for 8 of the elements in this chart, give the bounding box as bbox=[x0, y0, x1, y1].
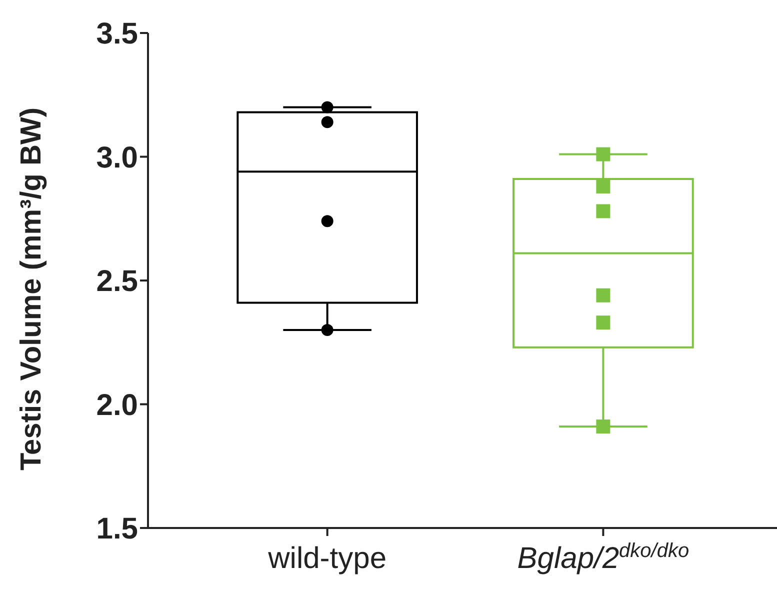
x-tick-label: Bglap/2$^{dko/dko}$ bbox=[517, 540, 690, 575]
y-tick-label: 2.0 bbox=[96, 388, 138, 422]
x-tick-label: wild-type bbox=[267, 542, 387, 575]
y-tick-label: 1.5 bbox=[96, 512, 138, 546]
y-axis-title: Testis Volume (mm³/g BW) bbox=[15, 107, 48, 470]
y-tick-label: 2.5 bbox=[96, 265, 138, 298]
y-tick-label: 3.5 bbox=[96, 18, 138, 51]
y-tick-label: 3.0 bbox=[96, 141, 138, 174]
